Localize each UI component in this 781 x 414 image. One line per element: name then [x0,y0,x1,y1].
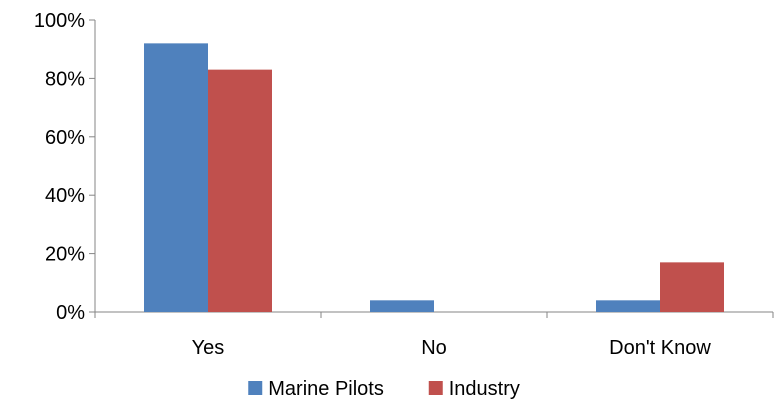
y-axis: 0% 20% 40% 60% 80% 100% [34,10,96,324]
y-tick-label: 100% [34,10,85,32]
bars [144,43,724,313]
x-tick-label: No [421,337,447,359]
y-tick-label: 80% [45,68,85,90]
bar-marine-pilots-yes [144,43,208,313]
bar-industry-don-t-know [660,262,724,312]
legend-swatch [248,381,263,395]
legend-swatch [428,381,443,395]
y-tick-label: 40% [45,185,85,207]
y-tick-label: 60% [45,127,85,149]
legend: Marine Pilots Industry [248,378,520,400]
legend-label: Marine Pilots [268,378,384,400]
legend-label: Industry [449,378,520,400]
bar-marine-pilots-no [370,300,434,312]
bar-marine-pilots-don-t-know [596,300,660,312]
x-tick-label: Don't Know [609,337,711,359]
bar-industry-yes [208,69,272,312]
x-axis: Yes No Don't Know [94,311,774,359]
y-tick-label: 0% [56,302,85,324]
x-tick-label: Yes [192,337,225,359]
y-tick-label: 20% [45,244,85,266]
